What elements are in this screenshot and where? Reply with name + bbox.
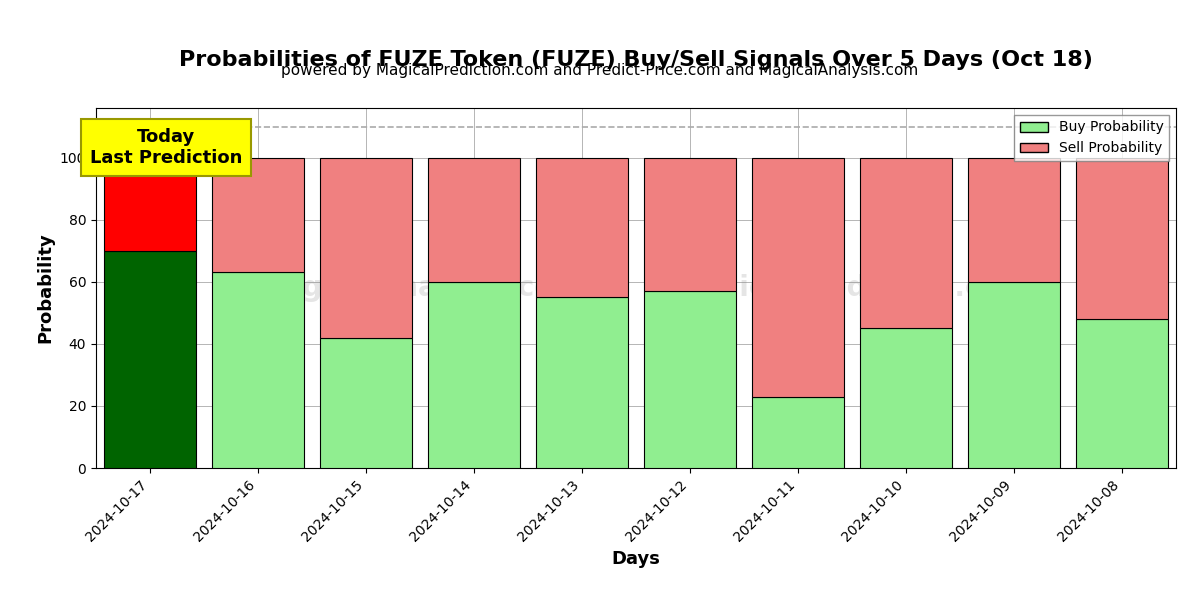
Text: Today
Last Prediction: Today Last Prediction bbox=[90, 128, 242, 167]
Bar bbox=[212, 272, 304, 468]
Bar bbox=[104, 158, 196, 251]
Bar bbox=[968, 158, 1060, 282]
Title: Probabilities of FUZE Token (FUZE) Buy/Sell Signals Over 5 Days (Oct 18): Probabilities of FUZE Token (FUZE) Buy/S… bbox=[179, 50, 1093, 70]
Text: powered by MagicalPrediction.com and Predict-Price.com and MagicalAnalysis.com: powered by MagicalPrediction.com and Pre… bbox=[281, 63, 919, 78]
Bar bbox=[968, 282, 1060, 468]
Bar bbox=[1076, 158, 1168, 319]
Legend: Buy Probability, Sell Probability: Buy Probability, Sell Probability bbox=[1014, 115, 1169, 161]
Bar bbox=[752, 397, 844, 468]
Text: MagicalPrediction.com: MagicalPrediction.com bbox=[673, 274, 1031, 302]
Bar bbox=[212, 158, 304, 272]
Bar bbox=[860, 328, 952, 468]
X-axis label: Days: Days bbox=[612, 550, 660, 568]
Text: MagicalAnalysis.com: MagicalAnalysis.com bbox=[257, 274, 583, 302]
Bar bbox=[104, 251, 196, 468]
Bar bbox=[428, 282, 520, 468]
Bar bbox=[428, 158, 520, 282]
Bar bbox=[1076, 319, 1168, 468]
Bar bbox=[644, 158, 736, 291]
Bar bbox=[536, 158, 628, 298]
Bar bbox=[320, 158, 412, 338]
Bar bbox=[320, 338, 412, 468]
Bar bbox=[860, 158, 952, 328]
Bar bbox=[752, 158, 844, 397]
Bar bbox=[644, 291, 736, 468]
Y-axis label: Probability: Probability bbox=[36, 233, 54, 343]
Bar bbox=[536, 298, 628, 468]
